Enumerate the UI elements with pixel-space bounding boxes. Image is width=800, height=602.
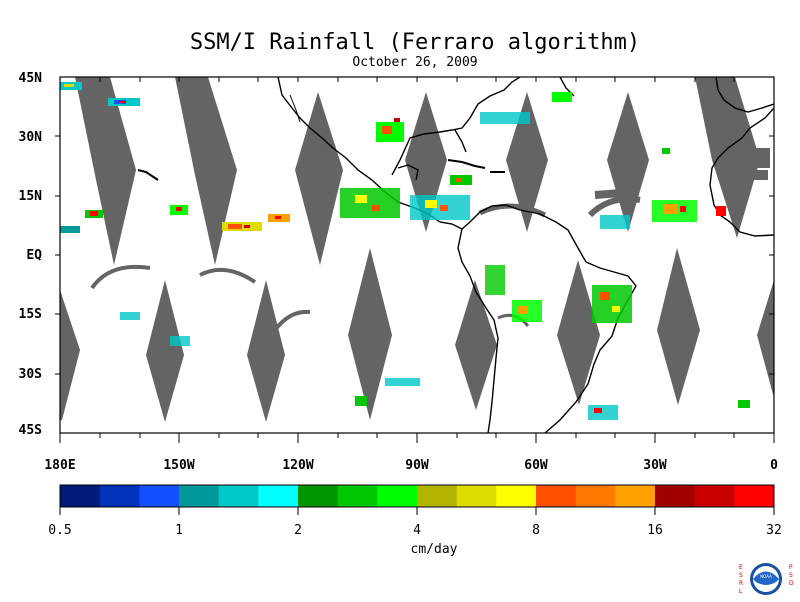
swath-gap <box>247 280 285 422</box>
colorbar-swatch <box>496 485 537 507</box>
swath-gap <box>405 92 447 232</box>
colorbar-tick-label: 2 <box>294 523 302 538</box>
swath-gap <box>695 77 760 238</box>
colorbar-swatch <box>179 485 220 507</box>
colorbar-swatch <box>139 485 180 507</box>
baja <box>289 94 301 123</box>
colorbar-swatch <box>337 485 378 507</box>
colorbar-swatch <box>298 485 339 507</box>
swath-gap <box>757 280 774 398</box>
colorbar-swatch <box>655 485 696 507</box>
colorbar-units: cm/day <box>410 542 458 557</box>
south-america-coast <box>461 204 637 433</box>
svg-text:NOAA: NOAA <box>760 574 772 579</box>
swath-gap <box>607 92 649 232</box>
lon-label: 0 <box>770 458 778 473</box>
colorbar-swatch <box>456 485 497 507</box>
swath-gap <box>506 92 548 232</box>
colorbar-tick-label: 8 <box>532 523 540 538</box>
logo-right-letter: D <box>789 580 794 587</box>
colorbar-swatch <box>99 485 140 507</box>
colorbar <box>59 484 775 515</box>
lon-label: 120W <box>282 458 314 473</box>
logo-left-letter: E <box>739 564 743 571</box>
lat-label: 45N <box>18 71 42 86</box>
swath-gap <box>657 248 700 405</box>
lat-label: 45S <box>18 423 42 438</box>
gulf-coast <box>391 77 521 176</box>
lat-label: 15S <box>18 307 42 322</box>
colorbar-swatch <box>258 485 299 507</box>
logo-left-letter: L <box>739 588 743 595</box>
map-title: SSM/I Rainfall (Ferraro algorithm) <box>189 30 641 55</box>
lat-label: EQ <box>26 248 42 263</box>
colorbar-tick-label: 1 <box>175 523 183 538</box>
colorbar-swatch <box>417 485 458 507</box>
swath-gap <box>175 77 237 265</box>
rain-patches <box>60 82 770 420</box>
florida <box>454 129 467 153</box>
colorbar-tick-label: 16 <box>647 523 663 538</box>
south-america-west <box>457 228 499 433</box>
lon-label: 60W <box>524 458 548 473</box>
swath-gap <box>60 290 80 420</box>
swath-gap <box>557 260 600 405</box>
hawaii <box>137 169 159 181</box>
map-date: October 26, 2009 <box>352 55 478 70</box>
cuba <box>447 159 486 169</box>
lat-label: 15N <box>18 189 42 204</box>
colorbar-tick-label: 32 <box>766 523 782 538</box>
lon-label: 90W <box>405 458 429 473</box>
swath-gaps <box>60 77 774 422</box>
lat-label: 30S <box>18 367 42 382</box>
map-ticks <box>55 77 775 443</box>
colorbar-swatch <box>615 485 656 507</box>
swath-gap <box>295 92 343 265</box>
colorbar-swatch <box>60 485 101 507</box>
swath-gap <box>455 280 497 410</box>
lon-label: 180E <box>44 458 76 473</box>
europe-coast <box>715 77 774 113</box>
africa-west-coast <box>709 107 774 237</box>
logo-left-letter: S <box>739 572 743 579</box>
swath-gap <box>75 77 136 265</box>
lon-label: 150W <box>163 458 195 473</box>
colorbar-swatch <box>734 485 775 507</box>
swath-gap <box>146 280 184 422</box>
swath-gap <box>348 248 392 420</box>
colorbar-tick-label: 4 <box>413 523 421 538</box>
yucatan <box>397 164 419 181</box>
logo-left-letter: R <box>739 580 743 587</box>
colorbar-tick-label: 0.5 <box>48 523 72 538</box>
colorbar-swatch <box>536 485 577 507</box>
lon-label: 30W <box>643 458 667 473</box>
colorbar-swatch <box>377 485 418 507</box>
colorbar-swatch <box>218 485 259 507</box>
logo-right-letter: S <box>789 572 793 579</box>
colorbar-swatch <box>575 485 616 507</box>
lat-label: 30N <box>18 130 42 145</box>
logo-right-letter: P <box>789 564 793 571</box>
colorbar-swatch <box>694 485 735 507</box>
noaa-logo: E S R L P S D NOAA <box>737 560 795 598</box>
